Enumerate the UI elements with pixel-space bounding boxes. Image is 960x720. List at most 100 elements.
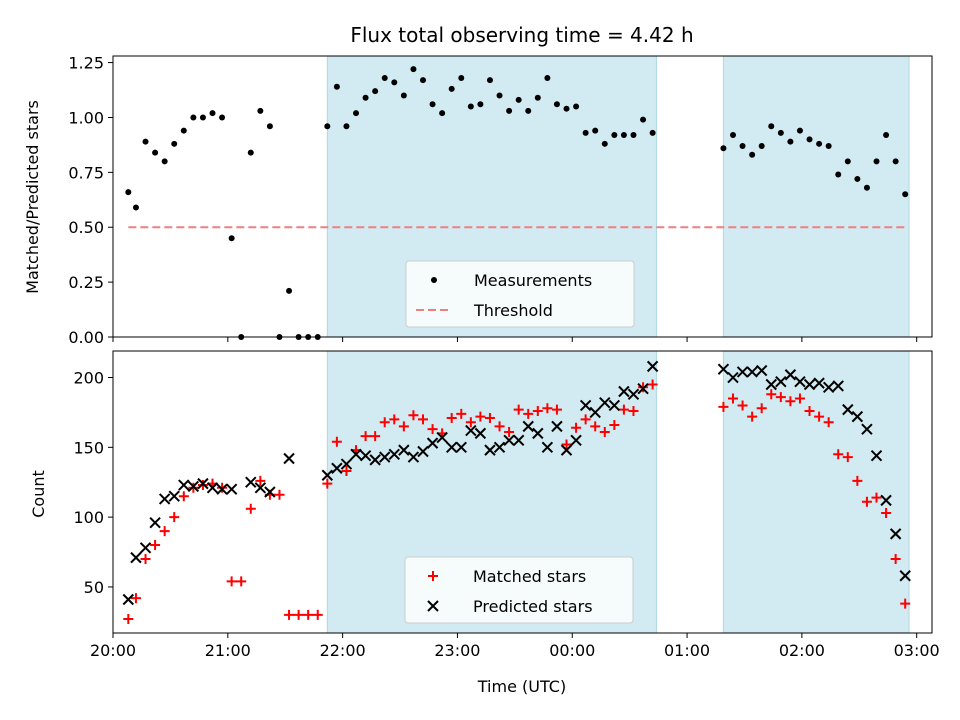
matched-star-point	[427, 424, 438, 435]
measurement-point	[777, 129, 784, 136]
predicted-star-point	[746, 366, 758, 378]
predicted-star-point	[474, 427, 487, 440]
matched-star-point	[494, 421, 505, 432]
matched-star-point	[236, 576, 247, 587]
y-tick-label: 100	[73, 508, 104, 527]
predicted-star-point	[822, 381, 835, 394]
measurement-point	[180, 127, 187, 134]
predicted-star-point	[512, 434, 525, 447]
measurement-point	[132, 204, 139, 211]
matched-star-point	[561, 439, 572, 450]
matched-star-point	[417, 414, 428, 425]
predicted-star-point	[851, 410, 864, 423]
measurement-point	[228, 235, 235, 242]
matched-star-point	[370, 431, 381, 442]
shaded-interval	[722, 350, 910, 634]
predicted-star-point	[765, 378, 777, 391]
predicted-star-point	[426, 437, 439, 449]
predicted-star-point	[130, 551, 142, 564]
measurement-point	[496, 92, 503, 99]
matched-star-point	[618, 404, 629, 415]
predicted-star-point	[149, 517, 161, 529]
predicted-star-point	[245, 476, 257, 488]
measurement-point	[353, 110, 360, 117]
measurement-point	[720, 145, 727, 152]
matched-star-point	[599, 426, 610, 437]
matched-star-point	[852, 475, 863, 486]
measurement-point	[739, 143, 746, 150]
predicted-star-point	[283, 452, 295, 465]
measurement-point	[758, 143, 765, 150]
measurement-point	[429, 101, 436, 108]
predicted-star-point	[727, 371, 739, 384]
measurement-point	[525, 107, 532, 114]
matched-star-point	[312, 609, 323, 620]
predicted-star-point	[216, 483, 228, 495]
predicted-star-point	[359, 449, 372, 462]
predicted-star-point	[861, 423, 873, 435]
predicted-star-point	[755, 364, 768, 377]
measurement-point	[873, 158, 880, 165]
predicted-star-point	[560, 444, 573, 456]
predicted-star-point	[579, 399, 592, 412]
x-tick-label: 01:00	[664, 641, 710, 660]
measurement-point	[854, 175, 861, 182]
measurement-point	[190, 114, 197, 121]
matched-star-point	[609, 419, 620, 430]
matched-star-point	[814, 411, 825, 422]
predicted-star-point	[794, 376, 806, 388]
matched-star-point	[775, 392, 786, 403]
predicted-star-point	[627, 388, 640, 400]
predicted-star-point	[832, 380, 844, 392]
matched-star-point	[890, 554, 901, 565]
y-tick-label: 50	[84, 578, 104, 597]
measurement-point	[573, 103, 580, 110]
legend-label: Predicted stars	[473, 597, 593, 616]
measurement-point	[486, 77, 493, 84]
matched-star-point	[456, 408, 467, 419]
y-tick-label: 0.50	[68, 218, 104, 237]
matched-star-point	[130, 593, 141, 604]
matched-star-point	[465, 417, 476, 428]
measurement-point	[142, 138, 149, 145]
measurement-point	[582, 129, 589, 136]
predicted-star-point	[187, 480, 200, 493]
measurement-point	[592, 127, 599, 134]
measurement-point	[362, 94, 369, 101]
matched-star-point	[823, 417, 834, 428]
matched-star-point	[274, 489, 285, 500]
predicted-star-point	[717, 363, 730, 375]
predicted-star-point	[775, 376, 787, 388]
x-tick-label: 00:00	[549, 641, 595, 660]
matched-star-point	[140, 554, 151, 565]
predicted-star-point	[178, 479, 190, 491]
matched-star-point	[766, 389, 777, 400]
predicted-star-point	[158, 493, 171, 505]
y-tick-label: 0.00	[68, 328, 104, 347]
matched-star-point	[900, 598, 911, 609]
measurement-point	[410, 66, 417, 73]
matched-star-point	[571, 422, 582, 433]
legend-box	[405, 260, 635, 328]
matched-star-point	[881, 507, 892, 518]
x-tick-label: 03:00	[894, 641, 940, 660]
predicted-star-point	[225, 483, 238, 495]
measurement-point	[630, 132, 637, 139]
matched-star-point	[159, 526, 170, 537]
predicted-star-point	[784, 369, 797, 381]
x-axis-label: Time (UTC)	[477, 677, 566, 696]
predicted-star-point	[493, 441, 506, 454]
matched-star-point	[341, 466, 352, 477]
matched-star-point	[408, 410, 419, 421]
y-tick-label: 1.25	[68, 54, 104, 73]
matched-star-point	[647, 379, 658, 390]
matched-star-point	[169, 512, 180, 523]
matched-star-point	[833, 449, 844, 460]
measurement-point	[381, 74, 388, 81]
measurement-point	[419, 77, 426, 84]
matched-star-point	[871, 492, 882, 503]
matched-star-point	[331, 436, 342, 447]
y-tick-label: 0.75	[68, 163, 104, 182]
measurement-point	[219, 114, 226, 121]
matched-star-point	[255, 475, 266, 486]
